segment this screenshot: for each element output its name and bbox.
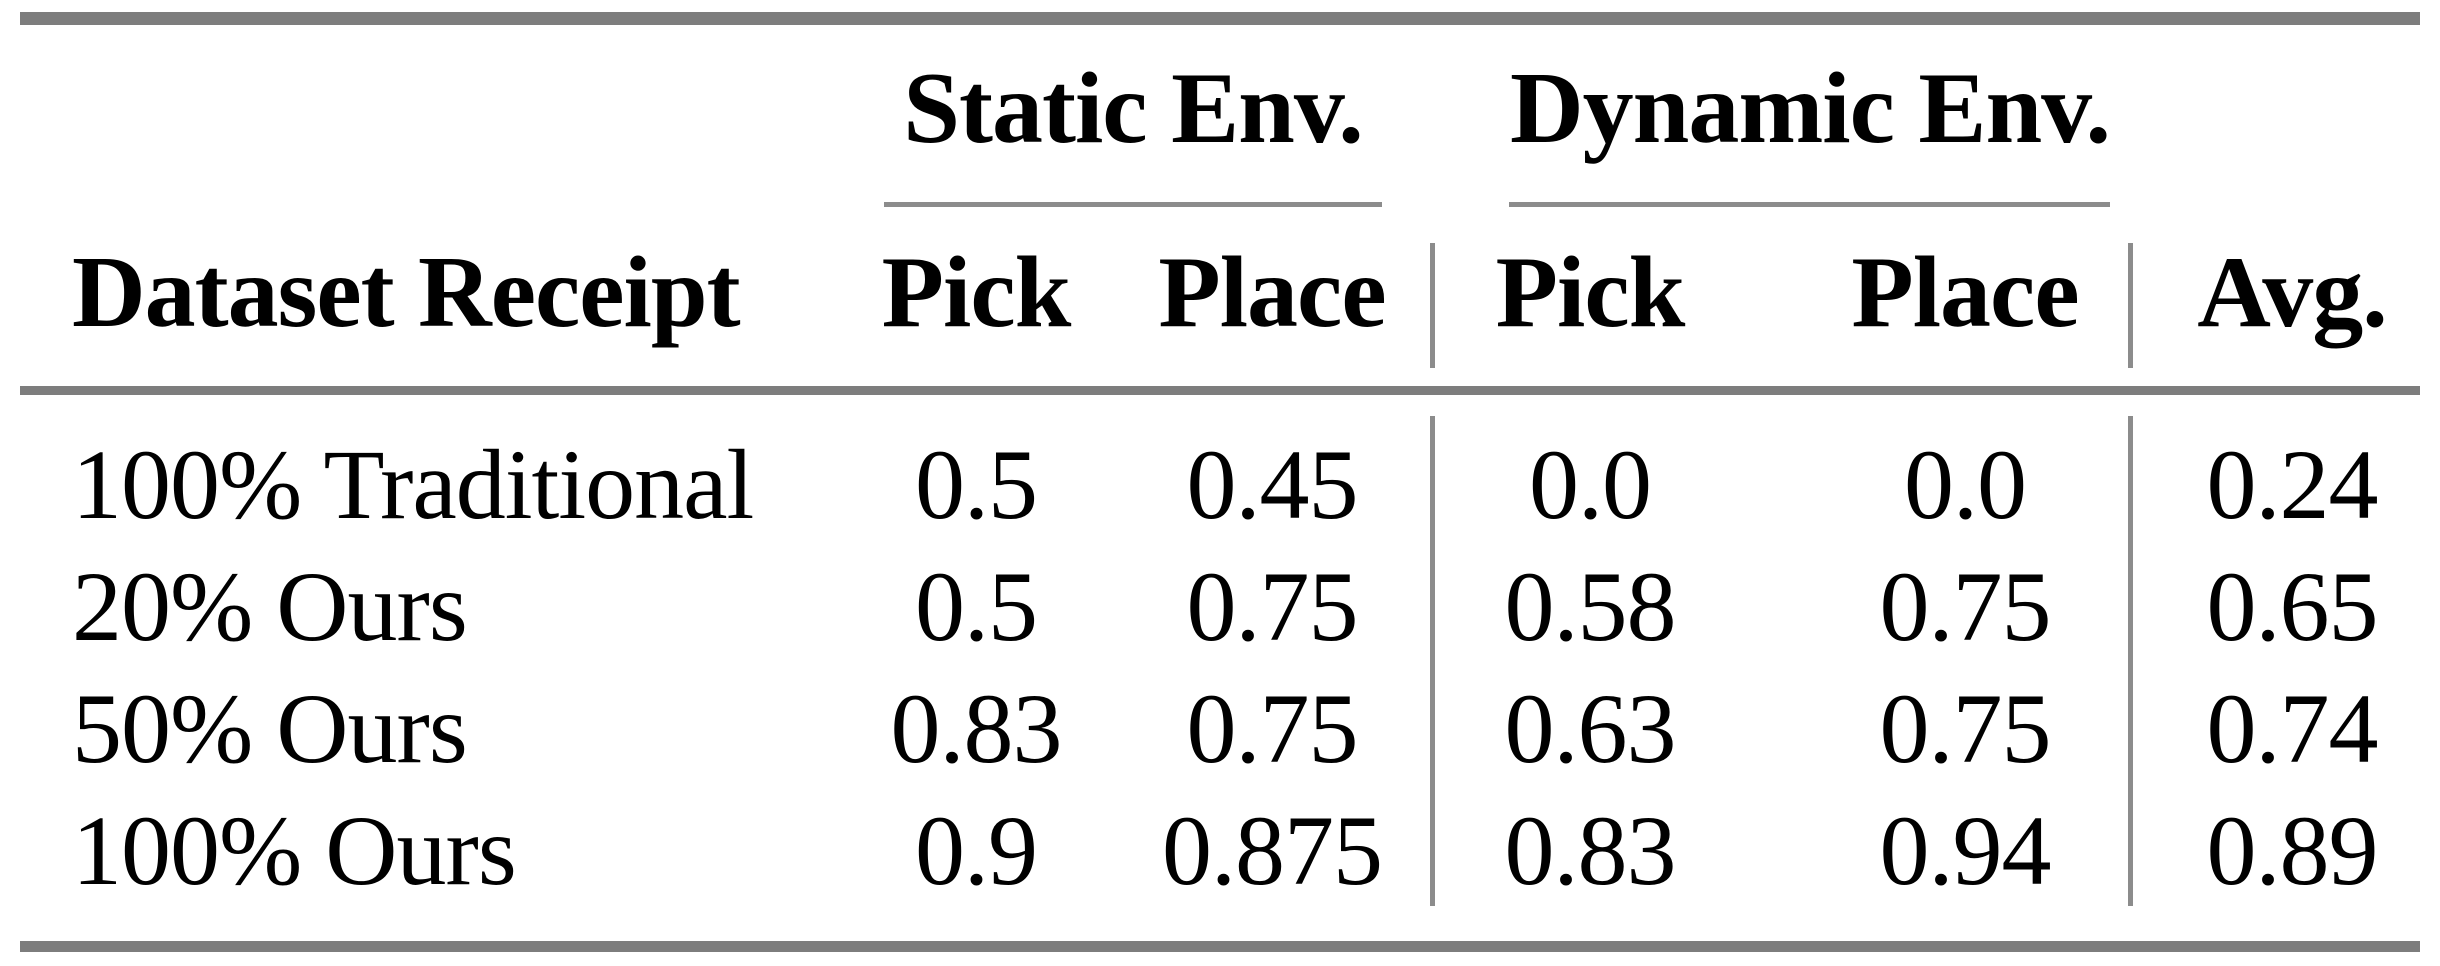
column-header-dynamic-place: Place: [1851, 236, 2079, 349]
cell-dynamic-pick: 0.0: [1529, 429, 1652, 540]
cell-dynamic-pick: 0.58: [1504, 551, 1677, 662]
vertical-divider-1-header: [1430, 243, 1435, 368]
cell-static-place: 0.75: [1186, 551, 1359, 662]
cell-dynamic-place: 0.0: [1904, 429, 2027, 540]
cell-dynamic-place: 0.75: [1879, 673, 2052, 784]
row-label: 100% Ours: [72, 795, 517, 906]
cell-dynamic-pick: 0.63: [1504, 673, 1677, 784]
group-header-static-env: Static Env.: [903, 52, 1363, 165]
column-header-dataset-receipt: Dataset Receipt: [72, 236, 741, 349]
column-header-static-pick: Pick: [881, 236, 1072, 349]
cell-avg: 0.89: [2206, 795, 2379, 906]
vertical-divider-2-body: [2128, 416, 2133, 906]
cell-static-place: 0.75: [1186, 673, 1359, 784]
row-label: 20% Ours: [72, 551, 468, 662]
vertical-divider-2-header: [2128, 243, 2133, 368]
cell-dynamic-place: 0.75: [1879, 551, 2052, 662]
bottom-rule: [20, 941, 2420, 952]
cell-avg: 0.74: [2206, 673, 2379, 784]
vertical-divider-1-body: [1430, 416, 1435, 906]
top-rule: [20, 12, 2420, 25]
cell-static-place: 0.45: [1186, 429, 1359, 540]
column-header-avg: Avg.: [2197, 236, 2388, 349]
cell-avg: 0.24: [2206, 429, 2379, 540]
cell-avg: 0.65: [2206, 551, 2379, 662]
dynamic-env-underline: [1509, 202, 2110, 207]
cell-static-pick: 0.83: [890, 673, 1063, 784]
row-label: 100% Traditional: [72, 429, 754, 540]
static-env-underline: [884, 202, 1382, 207]
group-header-dynamic-env: Dynamic Env.: [1509, 52, 2111, 165]
header-separator-rule: [20, 386, 2420, 395]
column-header-static-place: Place: [1158, 236, 1386, 349]
column-header-dynamic-pick: Pick: [1495, 236, 1686, 349]
cell-dynamic-pick: 0.83: [1504, 795, 1677, 906]
cell-dynamic-place: 0.94: [1879, 795, 2052, 906]
cell-static-pick: 0.5: [915, 429, 1038, 540]
cell-static-place: 0.875: [1162, 795, 1383, 906]
row-label: 50% Ours: [72, 673, 468, 784]
cell-static-pick: 0.5: [915, 551, 1038, 662]
cell-static-pick: 0.9: [915, 795, 1038, 906]
